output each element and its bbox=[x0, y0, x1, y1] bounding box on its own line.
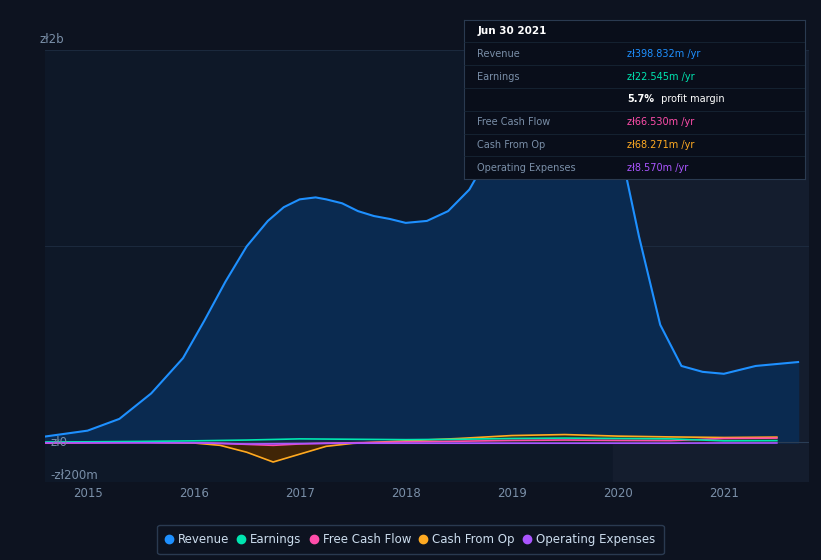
Text: -zł200m: -zł200m bbox=[50, 469, 99, 482]
Bar bbox=[612, 50, 809, 482]
Text: zł2b: zł2b bbox=[40, 34, 65, 46]
Text: zł0: zł0 bbox=[50, 436, 67, 449]
Legend: Revenue, Earnings, Free Cash Flow, Cash From Op, Operating Expenses: Revenue, Earnings, Free Cash Flow, Cash … bbox=[158, 525, 663, 554]
